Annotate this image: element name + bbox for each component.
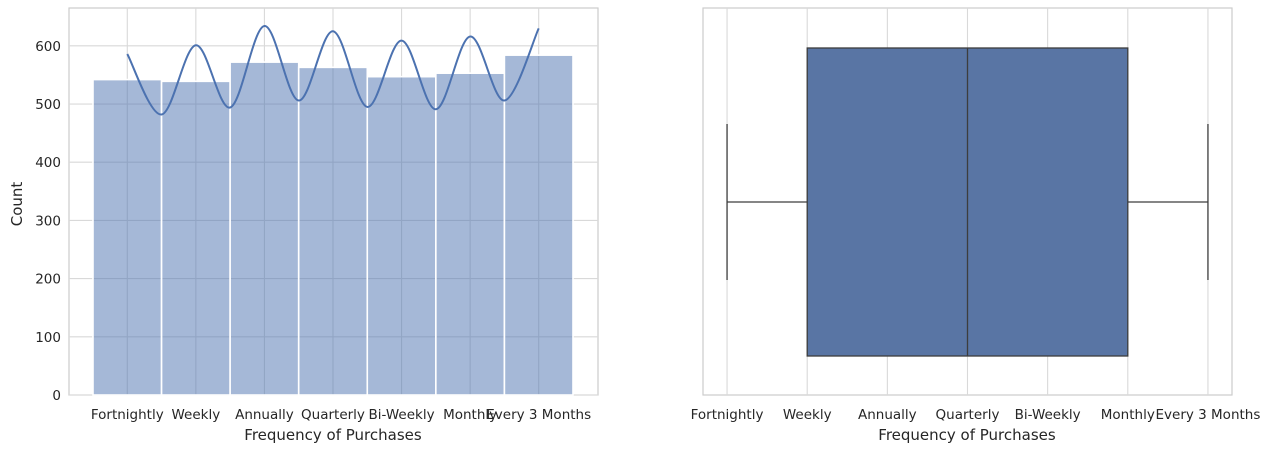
histogram-kde xyxy=(126,25,540,116)
histogram-bar xyxy=(435,72,506,396)
histogram-x-tick-label: Annually xyxy=(235,407,294,423)
histogram-x-tick-label: Every 3 Months xyxy=(486,407,591,423)
boxplot-x-tick-label: Quarterly xyxy=(936,407,1000,423)
histogram-bar xyxy=(366,75,437,396)
histogram-y-ticks: 0 100 200 300 400 500 600 xyxy=(35,39,61,404)
histogram-bar xyxy=(503,54,574,396)
histogram-x-label: Frequency of Purchases xyxy=(244,426,422,444)
boxplot-x-tick-label: Annually xyxy=(858,407,917,423)
histogram-x-tick-label: Weekly xyxy=(171,407,220,423)
histogram-bar xyxy=(297,66,369,396)
boxplot-x-label: Frequency of Purchases xyxy=(878,426,1056,444)
boxplot-panel: Fortnightly Weekly Annually Quarterly Bi-Wee… xyxy=(691,7,1261,444)
histogram-bar xyxy=(160,80,231,396)
boxplot-x-tick-label: Weekly xyxy=(783,407,832,423)
histogram-x-ticks: Fortnightly Weekly Annually Quarterly Bi-Wee… xyxy=(91,407,591,423)
histogram-x-tick-label: Quarterly xyxy=(301,407,365,423)
histogram-y-tick-label: 300 xyxy=(35,213,61,229)
histogram-bar xyxy=(229,61,300,396)
histogram-kde-line xyxy=(126,25,540,116)
histogram-y-label: Count xyxy=(8,182,26,227)
histogram-bars xyxy=(92,54,574,396)
histogram-y-tick-label: 200 xyxy=(35,272,61,288)
histogram-y-tick-label: 400 xyxy=(35,155,61,171)
histogram-y-tick-label: 500 xyxy=(35,97,61,113)
histogram-panel: 0 100 200 300 400 500 600 Fortnightly Weekly Ann… xyxy=(8,7,599,444)
histogram-y-tick-label: 600 xyxy=(35,39,61,55)
boxplot-x-tick-label: Monthly xyxy=(1101,407,1155,423)
boxplot-x-ticks: Fortnightly Weekly Annually Quarterly Bi-Wee… xyxy=(691,407,1261,423)
histogram-bar xyxy=(92,78,163,396)
histogram-x-tick-label: Monthly xyxy=(443,407,497,423)
boxplot-x-tick-label: Bi-Weekly xyxy=(1015,407,1081,423)
histogram-y-tick-label: 100 xyxy=(35,330,61,346)
histogram-x-tick-label: Bi-Weekly xyxy=(369,407,435,423)
histogram-y-tick-label: 0 xyxy=(52,388,61,404)
histogram-x-tick-label: Fortnightly xyxy=(91,407,164,423)
boxplot-box xyxy=(726,47,1209,357)
boxplot-x-tick-label: Every 3 Months xyxy=(1156,407,1261,423)
boxplot-x-tick-label: Fortnightly xyxy=(691,407,764,423)
